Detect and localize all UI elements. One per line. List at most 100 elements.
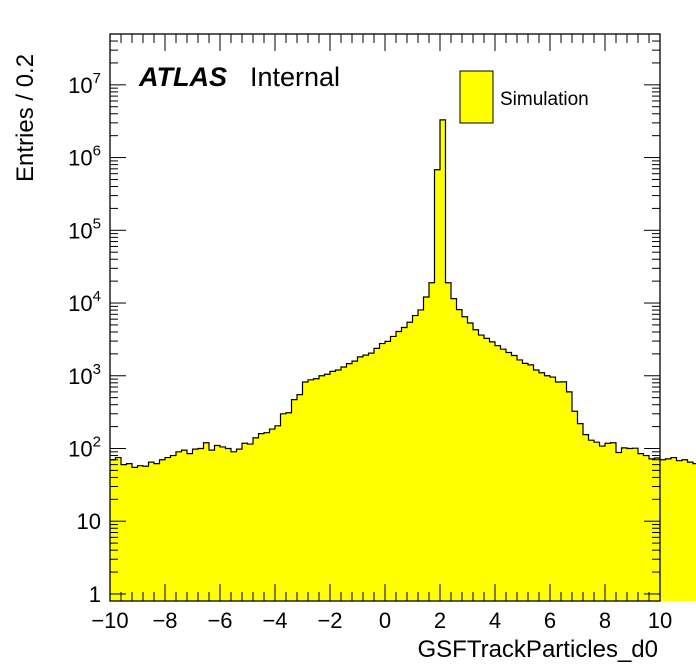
histogram-bar <box>225 448 232 601</box>
histogram-bar <box>187 453 193 601</box>
histogram-bar <box>291 399 298 601</box>
histogram-bar <box>451 298 457 601</box>
histogram-bar <box>363 355 369 601</box>
atlas-status-label: Internal <box>250 62 340 92</box>
histogram-bar <box>550 377 556 601</box>
histogram-bar <box>313 378 320 601</box>
x-tick-label: −10 <box>91 608 128 633</box>
histogram-bar <box>286 412 292 601</box>
histogram-bar <box>555 382 562 601</box>
histogram-bar <box>693 463 696 601</box>
histogram-bar <box>352 361 358 601</box>
histogram-bar <box>126 463 133 601</box>
histogram-bar <box>643 455 650 601</box>
histogram-bar <box>148 462 155 601</box>
histogram-bar <box>528 364 534 601</box>
x-tick-label: 6 <box>544 608 556 633</box>
histogram-bar <box>214 445 221 601</box>
histogram-bar <box>682 459 688 601</box>
histogram-bar <box>412 315 419 601</box>
histogram-bar <box>401 327 408 601</box>
histogram-bar <box>566 391 573 601</box>
histogram-bar <box>280 413 287 601</box>
histogram-bar <box>330 371 336 601</box>
histogram-bar <box>385 341 391 601</box>
y-tick-label: 1 <box>89 582 101 607</box>
histogram-bar <box>357 356 364 601</box>
legend-label: Simulation <box>500 89 589 110</box>
histogram-bar <box>467 323 474 601</box>
histogram-bar <box>539 372 545 601</box>
histogram-bar <box>390 336 397 601</box>
y-tick-label: 103 <box>68 361 101 389</box>
histogram-bar <box>511 355 518 601</box>
histogram-bar <box>132 467 138 601</box>
histogram-bar <box>484 338 490 601</box>
histogram-outline <box>110 119 696 468</box>
histogram-bar <box>561 381 567 601</box>
histogram-bar <box>605 443 611 601</box>
histogram-bar <box>341 366 347 601</box>
histogram-bar <box>374 348 380 601</box>
histogram-bar <box>627 448 633 601</box>
histogram-bar <box>302 382 309 601</box>
x-tick-label: 4 <box>489 608 501 633</box>
histogram-bar <box>137 465 144 601</box>
histogram-bar <box>445 282 452 601</box>
histogram-bar <box>506 352 512 601</box>
histogram-bar <box>473 329 479 601</box>
histogram-bar <box>308 379 314 601</box>
histogram-bar <box>220 446 226 601</box>
x-tick-label: −2 <box>317 608 342 633</box>
histogram-bar <box>110 459 116 601</box>
y-tick-label: 104 <box>68 288 101 316</box>
histogram-bar <box>407 322 413 601</box>
histogram-bar <box>192 449 199 601</box>
histogram-bar <box>346 363 353 601</box>
histogram-bar <box>583 434 589 601</box>
atlas-brand-label: ATLAS <box>138 62 227 92</box>
histogram-bar <box>577 423 584 601</box>
histogram-bar <box>275 425 281 601</box>
y-tick-label: 102 <box>68 433 101 461</box>
histogram-bar <box>165 457 171 601</box>
histogram-bar <box>423 297 430 601</box>
histogram-bar <box>434 169 441 601</box>
histogram-bar <box>203 442 210 601</box>
histogram-bar <box>121 464 127 601</box>
x-axis-label: GSFTrackParticles_d0 <box>417 636 658 663</box>
histogram-bar <box>170 455 177 601</box>
x-tick-label: 10 <box>648 608 672 633</box>
histogram-bar <box>495 345 501 601</box>
histogram-bar <box>418 309 424 601</box>
x-tick-label: 0 <box>379 608 391 633</box>
histogram-bar <box>440 119 446 602</box>
histogram-bar <box>253 437 259 601</box>
histogram-bar <box>649 458 655 601</box>
histogram-bar <box>176 451 182 601</box>
histogram-bar <box>599 446 606 601</box>
y-tick-label: 10 <box>77 509 101 534</box>
histogram-bar <box>610 442 617 601</box>
histogram-bar <box>154 463 160 601</box>
histogram-bar <box>522 363 529 601</box>
histogram-bar <box>198 448 204 601</box>
histogram-bar <box>621 447 628 601</box>
histogram-bar <box>671 457 677 601</box>
histogram-bar <box>297 394 303 601</box>
y-axis-label: Entries / 0.2 <box>12 54 39 182</box>
y-tick-labels: 1 10 102 103 104 105 106 107 <box>68 70 101 607</box>
axis-ticks <box>109 33 661 601</box>
x-tick-labels: −10 −8 −6 −4 −2 0 2 4 6 8 10 <box>91 608 672 633</box>
histogram-bar <box>687 462 694 601</box>
histogram-bar <box>654 458 661 601</box>
histogram-bar <box>247 444 254 601</box>
histogram-bar <box>500 349 507 601</box>
histogram-bar <box>489 341 496 601</box>
histogram-bar <box>594 442 600 601</box>
x-tick-label: −8 <box>152 608 177 633</box>
histogram-bar <box>236 449 243 601</box>
histogram-bar <box>632 448 639 601</box>
histogram-bar <box>478 335 485 601</box>
